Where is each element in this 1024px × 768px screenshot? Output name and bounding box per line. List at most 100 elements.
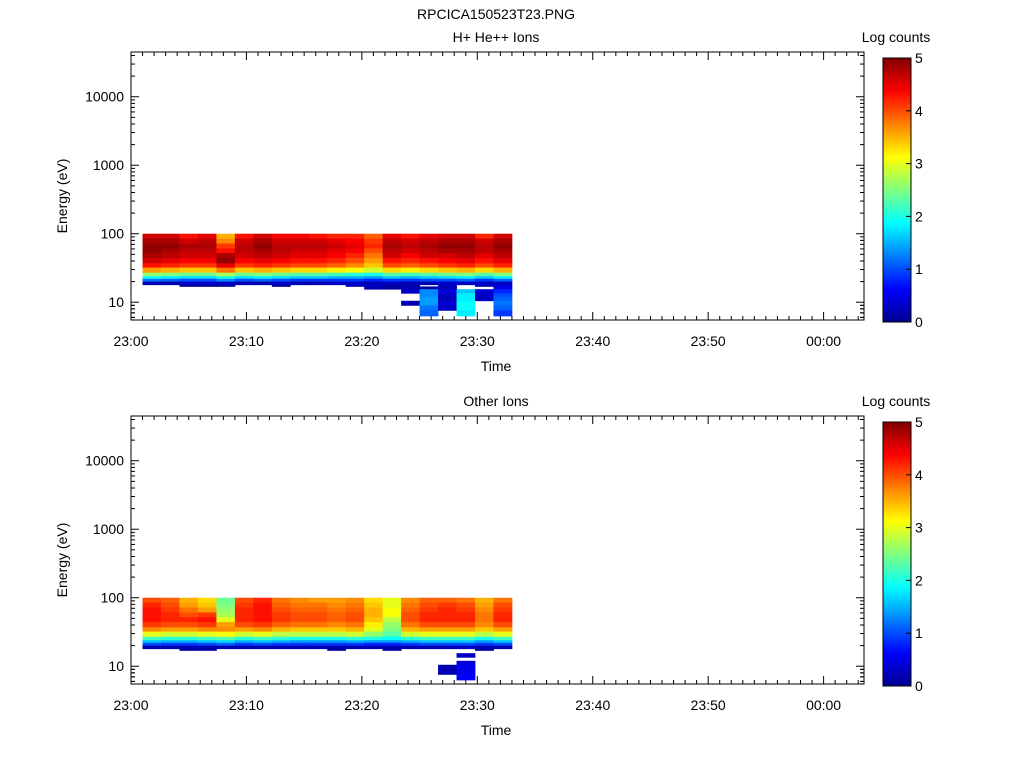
heatmap-cell [197, 612, 217, 618]
heatmap-cell [179, 272, 199, 277]
heatmap-cell [401, 602, 420, 608]
heatmap-cell [382, 612, 402, 618]
heatmap-cell [308, 645, 328, 650]
heatmap-cell [401, 243, 420, 249]
heatmap-cell [161, 627, 180, 633]
heatmap-cell [456, 645, 476, 650]
heatmap-cell [493, 305, 513, 311]
heatmap-cell [179, 263, 199, 269]
x-tick-label: 23:20 [344, 697, 379, 713]
heatmap-cell [197, 278, 217, 282]
heatmap-cell [327, 622, 347, 628]
heatmap-cell [290, 607, 310, 613]
heatmap-cell [253, 597, 273, 603]
heatmap-cell [327, 272, 347, 277]
colorbar-tick-label: 5 [915, 414, 923, 430]
heatmap-cell [456, 664, 476, 670]
heatmap-cell [474, 640, 494, 644]
heatmap-cell [308, 622, 328, 628]
heatmap-cell [401, 597, 420, 603]
heatmap-cell [327, 627, 347, 633]
heatmap-cell [419, 645, 439, 650]
heatmap-cell [290, 622, 310, 628]
heatmap-cell [419, 642, 439, 646]
heatmap-cell [216, 631, 236, 638]
heatmap-cell [179, 253, 199, 259]
colorbar-tick-label: 1 [915, 261, 923, 277]
heatmap-cell [234, 607, 254, 613]
heatmap-cell [438, 640, 457, 644]
heatmap-cell [327, 642, 347, 646]
heatmap-cell [271, 645, 291, 650]
heatmap-cell [271, 281, 291, 286]
heatmap-cell [401, 267, 420, 274]
heatmap-cell [345, 645, 365, 650]
heatmap-cell [438, 238, 457, 244]
heatmap-cell [327, 253, 347, 259]
heatmap-cell [438, 293, 457, 298]
heatmap-cell [142, 276, 162, 280]
heatmap-cell [474, 272, 494, 277]
heatmap-cell [401, 645, 420, 650]
heatmap-cell [419, 305, 439, 311]
heatmap-cell [493, 622, 513, 628]
heatmap-cell [419, 636, 439, 641]
heatmap-cell [161, 258, 180, 264]
heatmap-cell [456, 253, 476, 259]
heatmap-cell [456, 300, 476, 306]
heatmap-cell [493, 607, 513, 613]
heatmap-cell [474, 248, 494, 254]
heatmap-cell [179, 278, 199, 282]
heatmap-cell [142, 636, 162, 641]
heatmap-cell [253, 642, 273, 646]
heatmap-cell [382, 597, 402, 603]
heatmap-cell [216, 248, 236, 254]
heatmap-cell [327, 243, 347, 249]
heatmap-cell [419, 272, 439, 277]
heatmap-cell [161, 642, 180, 646]
heatmap-cell [456, 258, 476, 264]
heatmap-cell [474, 636, 494, 641]
heatmap-cell [493, 233, 513, 239]
heatmap-cell [474, 267, 494, 274]
heatmap-cell [290, 642, 310, 646]
heatmap-cell [419, 243, 439, 249]
heatmap-cell [142, 612, 162, 618]
heatmap-cell [382, 258, 402, 264]
heatmap-cell [438, 289, 457, 294]
heatmap-cell [438, 248, 457, 254]
heatmap-cell [401, 284, 420, 287]
heatmap-cell [493, 276, 513, 280]
heatmap-cell [345, 276, 365, 280]
y-tick-label: 10 [108, 658, 124, 674]
heatmap-cell [327, 263, 347, 269]
y-tick-label: 10 [108, 294, 124, 310]
heatmap-cell [345, 612, 365, 618]
heatmap-cell [253, 636, 273, 641]
colorbar: Log counts 0 1 2 3 4 5 [862, 393, 931, 694]
heatmap-cell [474, 238, 494, 244]
heatmap-cell [234, 253, 254, 259]
heatmap-cell [161, 233, 180, 239]
x-tick-label: 00:00 [806, 697, 841, 713]
heatmap-cell [419, 602, 439, 608]
heatmap-cell [456, 281, 476, 286]
heatmap-cell [234, 627, 254, 633]
heatmap-cell [142, 278, 162, 282]
x-tick-label: 23:00 [113, 333, 148, 349]
heatmap-cell [474, 648, 494, 651]
x-axis-label: Time [481, 358, 512, 374]
x-tick-label: 23:50 [691, 333, 726, 349]
heatmap-cell [308, 238, 328, 244]
heatmap-cell [308, 258, 328, 264]
heatmap-cell [253, 631, 273, 638]
heatmap-cell [493, 278, 513, 282]
heatmap-cell [327, 612, 347, 618]
heatmap-cell [142, 640, 162, 644]
y-tick-label: 100 [101, 590, 125, 606]
heatmap-cell [401, 276, 420, 280]
heatmap-cell [456, 267, 476, 274]
heatmap-cell [438, 664, 457, 670]
heatmap-cell [474, 243, 494, 249]
heatmap-cell [216, 642, 236, 646]
